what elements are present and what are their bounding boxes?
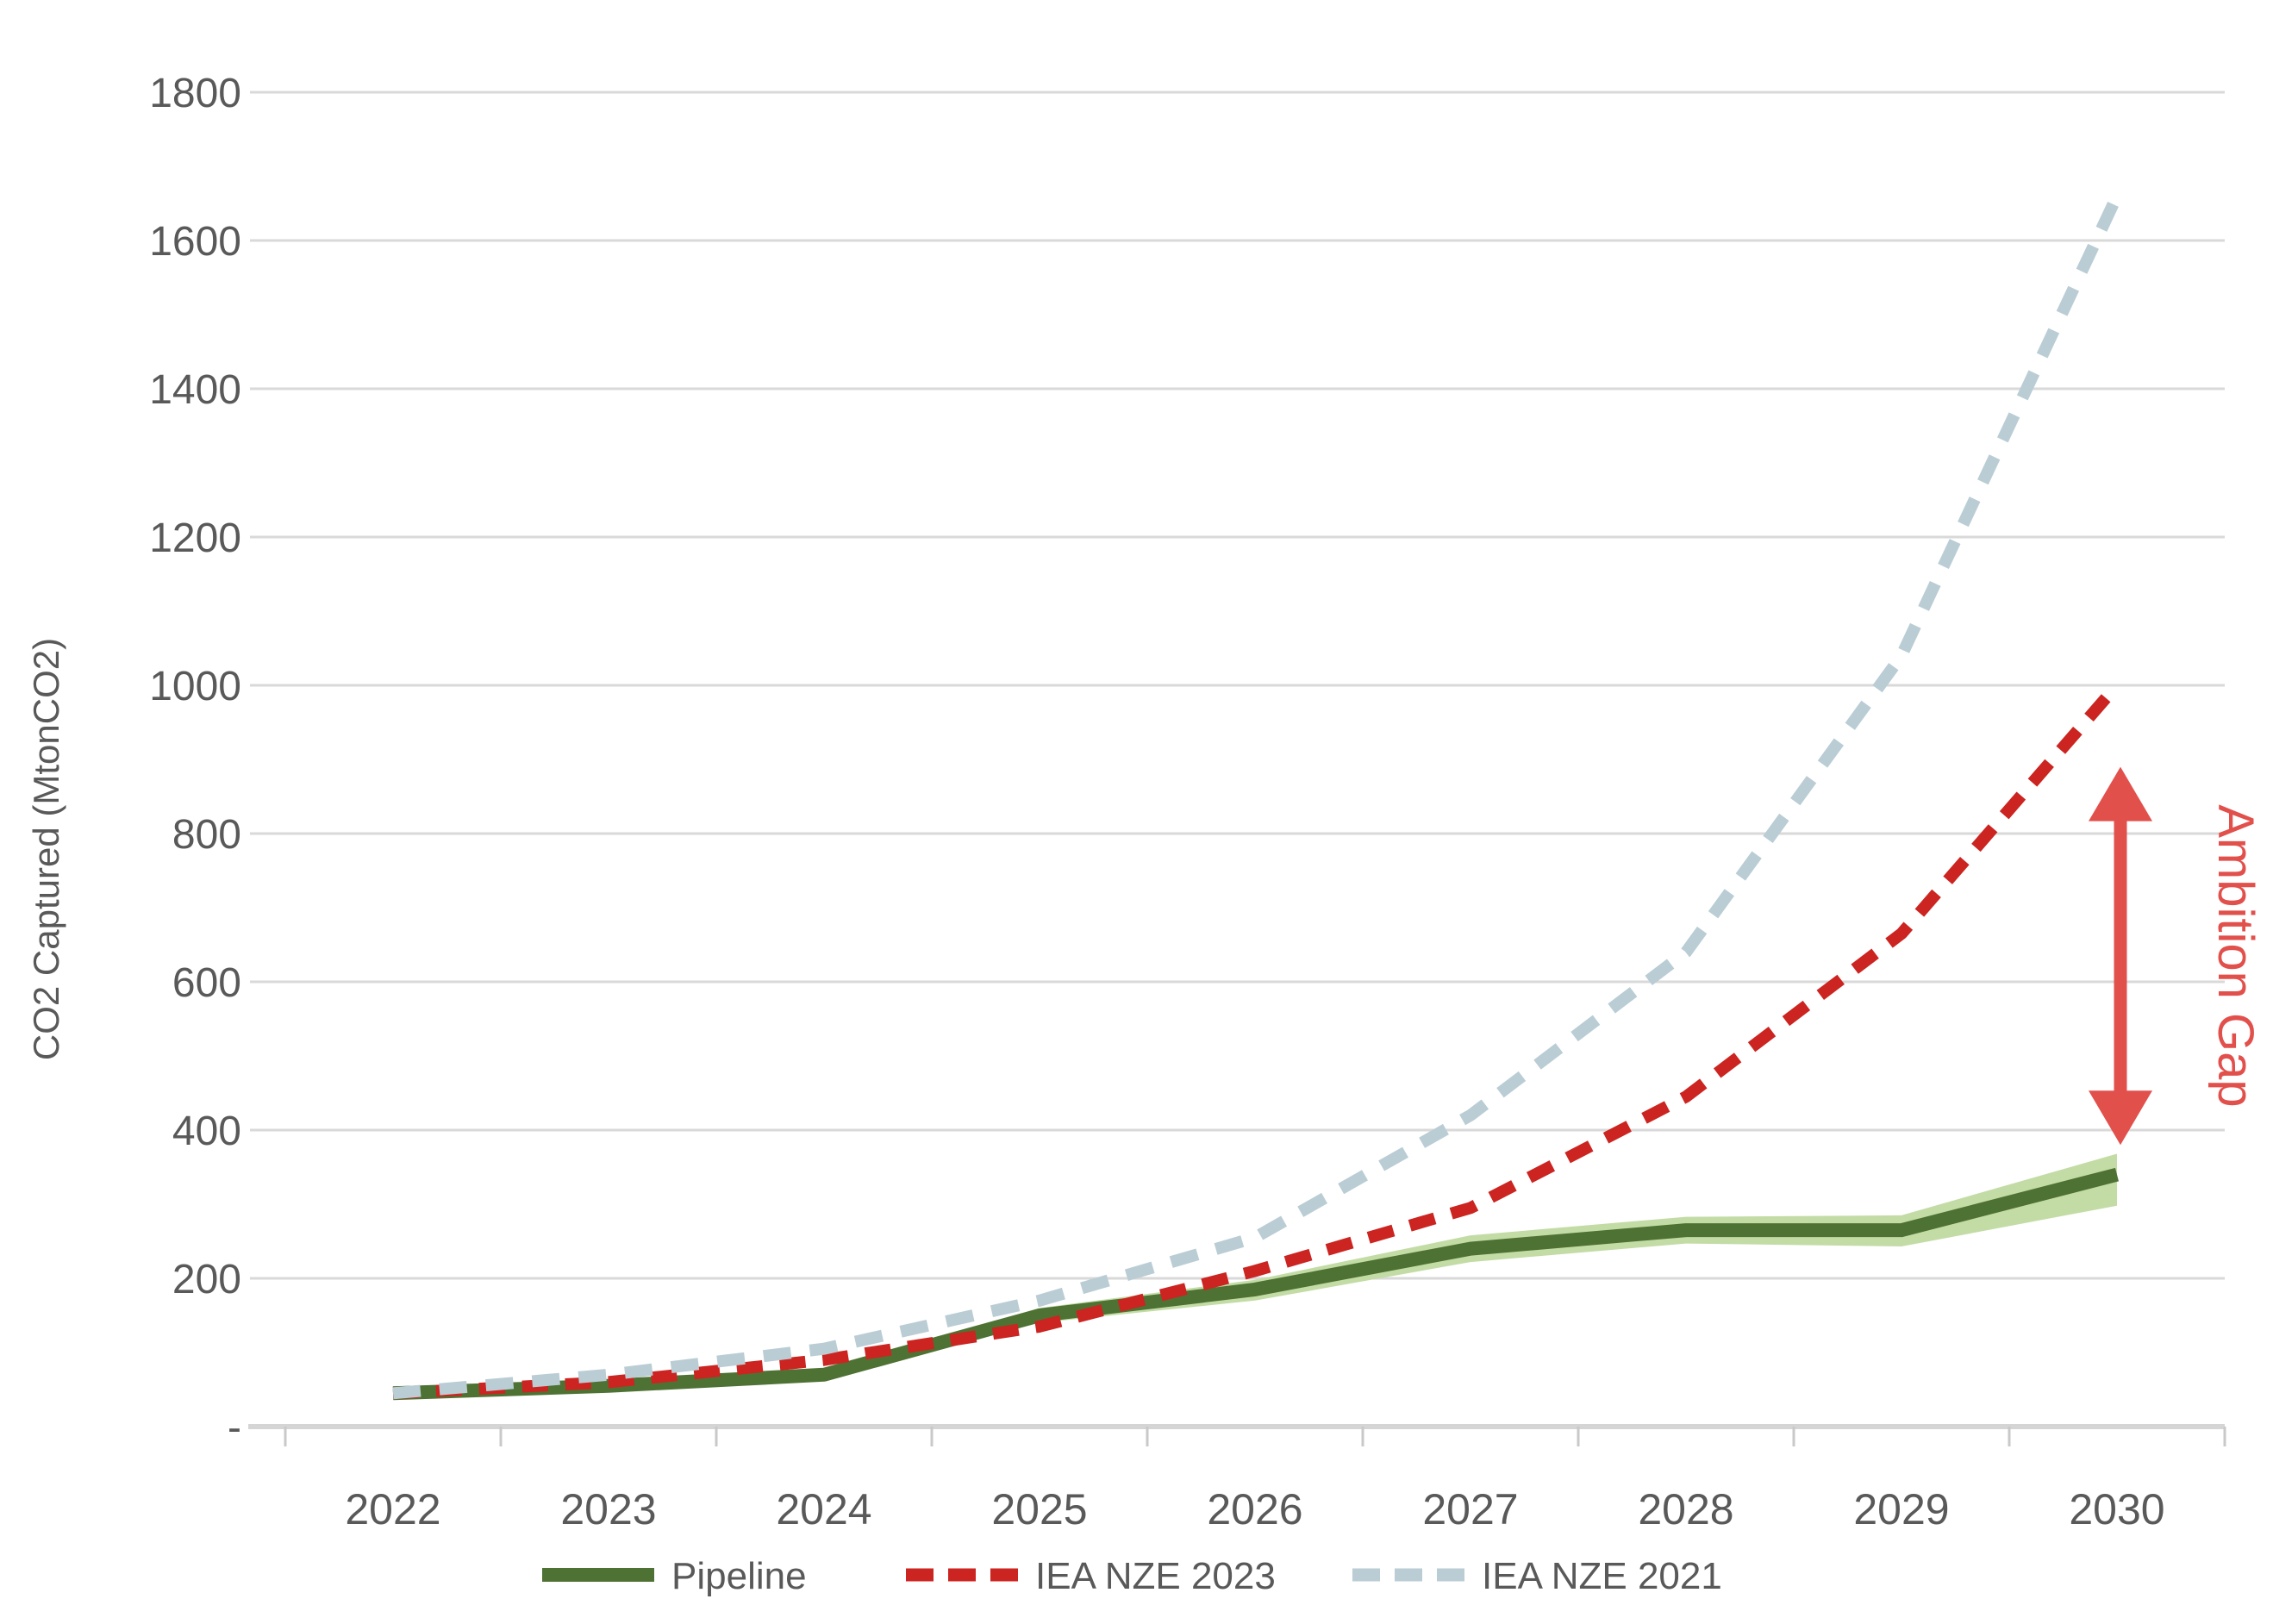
- y-tick-label: 1200: [149, 515, 241, 561]
- ambition-gap-annotation: Ambition Gap: [2089, 766, 2264, 1146]
- y-tick-label: 1600: [149, 219, 241, 265]
- y-tick-label: 800: [172, 812, 241, 858]
- ambition-gap-label: Ambition Gap: [2207, 804, 2264, 1107]
- y-tick-label: 600: [172, 960, 241, 1006]
- x-tick-label: 2028: [1638, 1485, 1733, 1533]
- x-tick-label: 2023: [560, 1485, 656, 1533]
- x-axis-labels: 2022 2023 2024 2025 2026 2027 2028 2029 2030: [345, 1485, 2164, 1533]
- legend: Pipeline IEA NZE 2023 IEA NZE 2021: [542, 1555, 1722, 1597]
- legend-label: IEA NZE 2023: [1035, 1555, 1276, 1597]
- x-tick-label: 2026: [1207, 1485, 1302, 1533]
- ambition-gap-arrowhead-up: [2089, 766, 2152, 821]
- legend-item: IEA NZE 2023: [906, 1555, 1276, 1597]
- y-tick-label: 400: [172, 1109, 241, 1154]
- y-tick-label: -: [228, 1405, 241, 1451]
- x-tick-label: 2025: [991, 1485, 1087, 1533]
- x-tick-label: 2024: [776, 1485, 871, 1533]
- series-iea-nze-2023-line: [392, 681, 2122, 1400]
- x-tick-label: 2022: [345, 1485, 440, 1533]
- legend-item: IEA NZE 2021: [1352, 1555, 1722, 1597]
- y-tick-label: 1000: [149, 664, 241, 709]
- legend-label: Pipeline: [671, 1555, 807, 1597]
- y-tick-label: 1800: [149, 71, 241, 116]
- y-axis-labels: - 200 400 600 800 1000 1200 1400 1600 1800: [149, 71, 241, 1451]
- gridlines: [250, 91, 2225, 1280]
- x-tick-label: 2030: [2069, 1485, 2164, 1533]
- series-pipeline-line: [392, 1167, 2119, 1401]
- y-tick-label: 1400: [149, 367, 241, 413]
- x-axis-ticks: [284, 1427, 2226, 1446]
- ambition-gap-arrowhead-down: [2089, 1090, 2152, 1146]
- x-tick-label: 2027: [1422, 1485, 1518, 1533]
- legend-item: Pipeline: [542, 1555, 807, 1597]
- x-tick-label: 2029: [1853, 1485, 1949, 1533]
- legend-label: IEA NZE 2021: [1482, 1555, 1722, 1597]
- y-axis-title: CO2 Captured (MtonCO2): [26, 638, 66, 1060]
- series-iea-nze-2021-line: [392, 193, 2123, 1400]
- y-tick-label: 200: [172, 1257, 241, 1302]
